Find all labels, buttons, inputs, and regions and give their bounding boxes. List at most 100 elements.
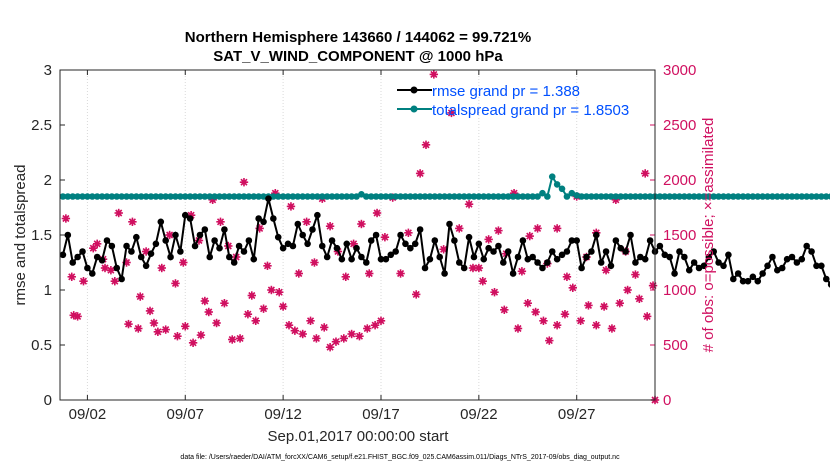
rmse-point — [172, 231, 179, 239]
possible-obs-marker — [635, 294, 644, 303]
possible-obs-marker — [363, 324, 372, 333]
assimilated-obs-marker-core — [382, 234, 388, 240]
rmse-point — [343, 240, 351, 248]
rmse-point — [59, 251, 67, 259]
y-tick-label: 0.5 — [31, 337, 52, 354]
rmse-point — [588, 248, 595, 255]
rmse-point — [353, 244, 360, 252]
possible-obs-marker-core — [349, 331, 355, 337]
assimilated-obs-marker-core — [413, 291, 419, 297]
totalspread-point — [681, 193, 688, 200]
rmse-point — [328, 237, 336, 244]
totalspread-point — [196, 193, 204, 200]
possible-obs-marker — [592, 321, 601, 330]
totalspread-point — [509, 193, 517, 200]
assimilated-obs-marker-core — [495, 228, 502, 234]
totalspread-point — [201, 193, 209, 200]
possible-obs-marker — [228, 335, 237, 344]
totalspread-point — [152, 193, 160, 200]
assimilated-obs-marker-core — [405, 230, 411, 236]
possible-obs-marker-core — [593, 322, 599, 328]
possible-obs-marker-core — [327, 344, 333, 350]
assimilated-obs-marker-core — [129, 219, 136, 225]
totalspread-point — [431, 193, 439, 200]
possible-obs-marker — [339, 334, 348, 343]
totalspread-point — [382, 193, 390, 200]
rmse-point — [211, 237, 218, 244]
totalspread-point — [309, 193, 316, 200]
rmse-point — [245, 237, 253, 244]
x-tick-label: 09/17 — [362, 406, 400, 423]
rmse-point — [622, 248, 629, 255]
possible-obs-marker — [539, 316, 548, 325]
assimilated-obs-marker-core — [304, 219, 310, 225]
rmse-point — [201, 226, 209, 233]
totalspread-point — [548, 173, 556, 180]
assimilated-obs-marker — [247, 291, 257, 300]
totalspread-point — [348, 193, 355, 200]
y-tick-label: 1.5 — [31, 227, 52, 244]
chart-subtitle: SAT_V_WIND_COMPONENT @ 1000 hPa — [213, 48, 503, 65]
possible-obs-marker-core — [364, 325, 370, 332]
rmse-point — [93, 253, 101, 261]
totalspread-point — [451, 193, 458, 200]
assimilated-obs-marker-core — [397, 270, 404, 277]
rmse-point — [519, 237, 527, 244]
rmse-point — [725, 251, 732, 259]
rmse-point — [382, 255, 390, 263]
possible-obs-marker-core — [307, 318, 314, 324]
possible-obs-marker-core — [300, 331, 306, 337]
rmse-point — [240, 248, 248, 255]
possible-obs-marker-core — [585, 302, 592, 308]
totalspread-point — [544, 193, 551, 200]
totalspread-point — [656, 193, 664, 200]
assimilated-obs-marker — [200, 296, 210, 306]
totalspread-point — [367, 193, 375, 200]
assimilated-obs-marker — [171, 279, 180, 288]
totalspread-point — [338, 193, 346, 200]
possible-obs-marker — [531, 307, 540, 317]
rmse-point — [490, 248, 497, 255]
rmse-point — [822, 275, 830, 283]
assimilated-obs-marker — [310, 258, 319, 267]
totalspread-point — [578, 193, 585, 200]
assimilated-obs-marker-core — [632, 272, 639, 278]
assimilated-obs-marker — [421, 140, 431, 149]
possible-obs-marker — [212, 318, 221, 328]
totalspread-point — [128, 193, 135, 200]
assimilated-obs-marker-core — [288, 203, 294, 209]
possible-obs-marker-core — [562, 311, 568, 317]
rmse-point — [157, 218, 165, 226]
possible-obs-marker — [642, 312, 652, 321]
rmse-point — [827, 281, 830, 288]
x-axis-label: Sep.01,2017 00:00:00 start — [268, 428, 450, 445]
totalspread-point — [588, 193, 595, 200]
possible-obs-marker-core — [182, 323, 188, 329]
totalspread-point — [793, 193, 801, 200]
possible-obs-marker-core — [540, 318, 547, 324]
assimilated-obs-marker-core — [554, 225, 560, 231]
rmse-point — [553, 255, 561, 263]
totalspread-point — [314, 193, 321, 200]
rmse-point — [84, 264, 91, 272]
possible-obs-marker-core — [515, 325, 521, 332]
assimilated-obs-marker — [302, 217, 311, 226]
totalspread-point — [465, 193, 473, 200]
totalspread-point — [827, 193, 830, 200]
totalspread-point — [641, 193, 649, 200]
y-axis-label: rmse and totalspread — [12, 165, 29, 306]
assimilated-obs-marker — [447, 108, 456, 118]
totalspread-point — [749, 193, 757, 200]
possible-obs-marker — [161, 325, 170, 334]
totalspread-point — [299, 193, 306, 200]
totalspread-point — [495, 193, 502, 200]
assimilated-obs-marker-core — [296, 270, 302, 277]
rmse-point — [558, 251, 566, 259]
assimilated-obs-marker-core — [448, 110, 455, 116]
rmse-point — [813, 262, 820, 270]
possible-obs-marker — [306, 316, 315, 325]
assimilated-obs-marker — [278, 302, 288, 311]
totalspread-point — [470, 193, 478, 200]
totalspread-point — [529, 193, 536, 200]
possible-obs-marker-core — [609, 325, 615, 332]
